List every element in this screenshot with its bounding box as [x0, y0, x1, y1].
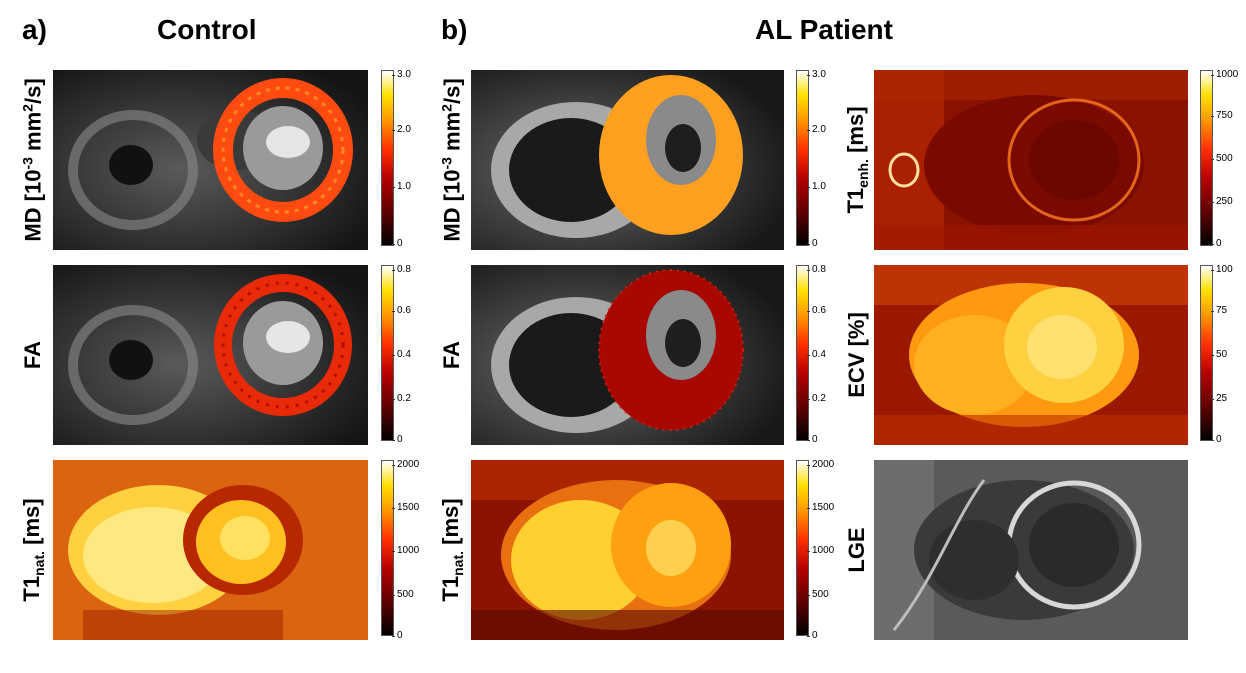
fa-tick: 0.4 [807, 349, 826, 360]
md-label-control: MD [10-3 mm2/s] [19, 78, 46, 242]
md-tick: 3.0 [392, 69, 411, 80]
fa-tick: 0.2 [392, 393, 411, 404]
t1nat-colorbar-patient [796, 460, 809, 636]
panel-letter-a: a) [22, 14, 47, 45]
t1enh-tick: 500 [1211, 153, 1233, 164]
md-tick: 3.0 [807, 69, 826, 80]
panel-letter-b: b) [441, 14, 468, 45]
t1nat-tick: 1500 [391, 502, 420, 513]
t1nat-tick: 1000 [806, 545, 835, 556]
t1nat-label-patient: T1nat. [ms] [437, 498, 467, 602]
fa-tick: 0.6 [807, 305, 826, 316]
md-tick: 2.0 [807, 124, 826, 135]
fa-tick: 0 [807, 434, 818, 445]
al-patient-title: AL Patient [755, 14, 893, 45]
t1nat-tick: 500 [807, 589, 829, 600]
ecv-colorbar [1200, 265, 1213, 441]
fa-tick: 0.6 [392, 305, 411, 316]
t1nat-tick: 1000 [391, 545, 420, 556]
t1enh-tick: 250 [1211, 196, 1233, 207]
t1nat-label-control: T1nat. [ms] [18, 498, 48, 602]
ecv-tick: 75 [1210, 305, 1228, 316]
ecv-tick: 25 [1210, 393, 1228, 404]
ecv-label: ECV [%] [844, 312, 869, 398]
t1nat-colorbar-control [381, 460, 394, 636]
t1nat-tick: 0 [807, 630, 818, 641]
md-label-patient: MD [10-3 mm2/s] [438, 78, 465, 242]
md-colorbar-patient [796, 70, 809, 246]
patient-t1-native-map [471, 460, 784, 640]
ecv-tick: 50 [1210, 349, 1228, 360]
control-title: Control [157, 14, 257, 45]
fa-tick: 0.8 [807, 264, 826, 275]
t1enh-tick: 0 [1211, 238, 1222, 249]
t1nat-tick: 500 [392, 589, 414, 600]
control-fa-map [53, 265, 368, 445]
control-t1-native-map [53, 460, 368, 640]
patient-t1-enhanced-map [874, 70, 1188, 250]
t1enh-colorbar [1200, 70, 1213, 246]
fa-colorbar-control [381, 265, 394, 441]
t1nat-tick: 2000 [806, 459, 835, 470]
patient-md-map [471, 70, 784, 250]
lge-label: LGE [844, 527, 869, 573]
patient-fa-map [471, 265, 784, 445]
fa-label-control: FA [20, 340, 45, 370]
t1nat-tick: 2000 [391, 459, 420, 470]
control-md-map [53, 70, 368, 250]
ecv-tick: 100 [1211, 264, 1233, 275]
md-tick: 1.0 [392, 181, 411, 192]
patient-lge-image [874, 460, 1188, 640]
md-colorbar-control [381, 70, 394, 246]
t1nat-tick: 1500 [806, 502, 835, 513]
ecv-tick: 0 [1211, 434, 1222, 445]
t1nat-tick: 0 [392, 630, 403, 641]
t1enh-tick: 750 [1211, 110, 1233, 121]
fa-tick: 0 [392, 434, 403, 445]
fa-colorbar-patient [796, 265, 809, 441]
md-tick: 0 [392, 238, 403, 249]
fa-tick: 0.2 [807, 393, 826, 404]
t1enh-tick: 1000 [1210, 69, 1239, 80]
t1enh-label: T1enh. [ms] [842, 106, 872, 214]
fa-tick: 0.8 [392, 264, 411, 275]
md-tick: 1.0 [807, 181, 826, 192]
fa-tick: 0.4 [392, 349, 411, 360]
patient-ecv-map [874, 265, 1188, 445]
md-tick: 2.0 [392, 124, 411, 135]
fa-label-patient: FA [439, 340, 464, 370]
md-tick: 0 [807, 238, 818, 249]
